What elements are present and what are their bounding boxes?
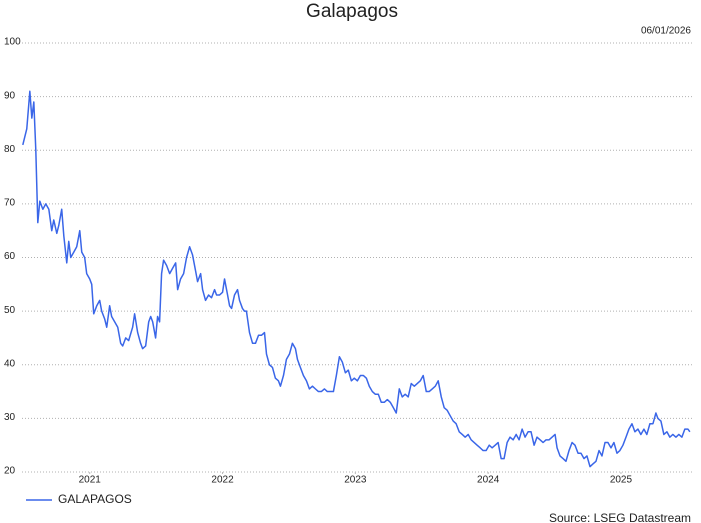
x-tick-label: 2021	[79, 475, 102, 486]
date-label: 06/01/2026	[641, 26, 691, 37]
y-tick-label: 80	[4, 144, 16, 155]
legend-label: GALAPAGOS	[58, 492, 132, 506]
y-tick-label: 70	[4, 198, 16, 209]
chart-title: Galapagos	[306, 1, 398, 22]
y-tick-label: 100	[4, 37, 21, 48]
y-tick-label: 60	[4, 251, 16, 262]
y-tick-label: 90	[4, 90, 16, 101]
y-tick-label: 30	[4, 412, 16, 423]
source-label: Source: LSEG Datastream	[549, 511, 691, 523]
y-tick-label: 20	[4, 466, 16, 477]
series-line	[22, 90, 691, 468]
x-tick-label: 2023	[344, 475, 367, 486]
x-tick-label: 2024	[477, 475, 500, 486]
x-tick-label: 2022	[211, 475, 234, 486]
y-tick-label: 40	[4, 358, 16, 369]
y-tick-label: 50	[4, 305, 16, 316]
x-tick-label: 2025	[610, 475, 633, 486]
